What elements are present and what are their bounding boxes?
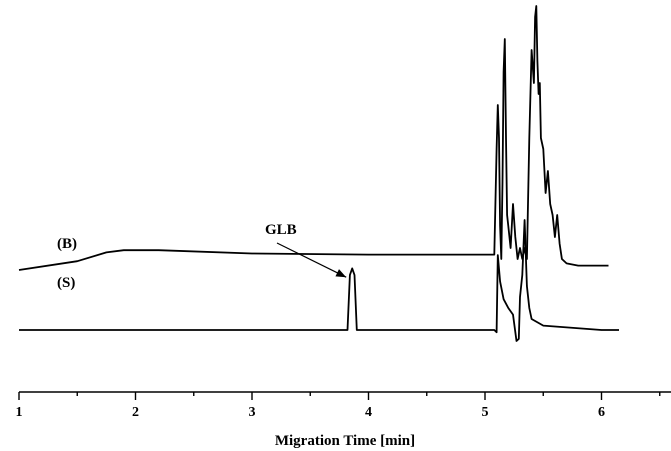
traces: [18, 5, 619, 342]
x-ticks: [18, 392, 661, 400]
trace-s: [19, 219, 619, 342]
trace-label-s: (S): [57, 275, 75, 291]
x-tick-label: 6: [598, 405, 605, 420]
x-tick-label: 2: [132, 405, 139, 420]
x-axis-title: Migration Time [min]: [275, 433, 415, 449]
annotations: GLB: [265, 222, 347, 278]
x-tick-labels: 1 2 3 4 5 6: [16, 405, 606, 420]
annotation-arrow: [276, 242, 347, 278]
x-axis: 1 2 3 4 5 6 Migration Time [min]: [16, 391, 671, 449]
x-tick-label: 5: [482, 405, 489, 420]
annotation-arrowhead: [335, 269, 347, 278]
trace-b: [18, 5, 609, 271]
annotation-label: GLB: [265, 222, 297, 238]
x-tick-label: 3: [249, 405, 256, 420]
trace-labels: (B) (S): [57, 236, 77, 291]
x-tick-label: 1: [16, 405, 23, 420]
trace-label-b: (B): [57, 236, 77, 252]
x-tick-label: 4: [365, 405, 372, 420]
